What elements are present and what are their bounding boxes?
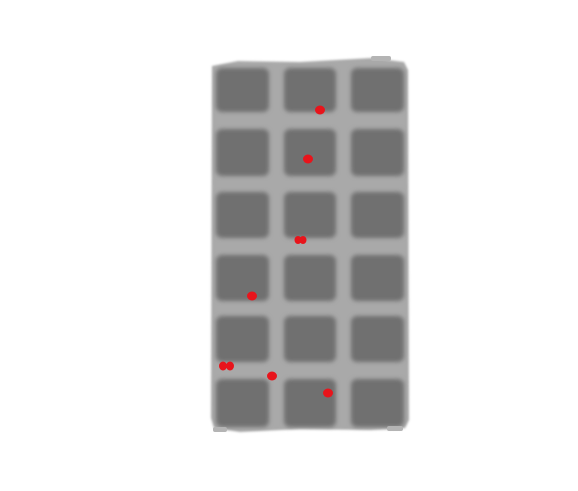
red-marker [315, 105, 325, 115]
grid-cell [216, 129, 269, 176]
grid-cell [216, 316, 269, 362]
grid-cell [216, 255, 269, 301]
grid-cell [351, 316, 404, 362]
grid-cell [216, 192, 269, 238]
grid-cell [351, 68, 404, 112]
panel-tab [371, 56, 391, 61]
panel-tab [387, 426, 403, 431]
grid-panel [211, 56, 409, 432]
red-markers [219, 105, 333, 398]
grid-cell [284, 192, 336, 238]
grid-cell [284, 316, 336, 362]
grid-cell [284, 129, 336, 176]
red-marker [323, 388, 333, 398]
panel-tab [213, 427, 227, 432]
grid-cell [284, 255, 336, 301]
panel-body [211, 58, 409, 432]
red-marker [267, 371, 277, 381]
red-marker [219, 361, 227, 371]
red-marker [247, 291, 257, 301]
grid-cell [351, 255, 404, 301]
grid-cell [216, 379, 269, 427]
grid-cell [284, 68, 336, 112]
red-marker [226, 361, 234, 371]
grid-cell [351, 192, 404, 238]
grid-cell [351, 379, 404, 427]
red-marker [299, 236, 307, 244]
red-marker [303, 154, 313, 164]
grid-cell [284, 379, 336, 427]
grid-cells [216, 68, 404, 427]
red-marker [294, 236, 302, 244]
grid-cell [216, 68, 269, 112]
grid-cell [351, 129, 404, 176]
